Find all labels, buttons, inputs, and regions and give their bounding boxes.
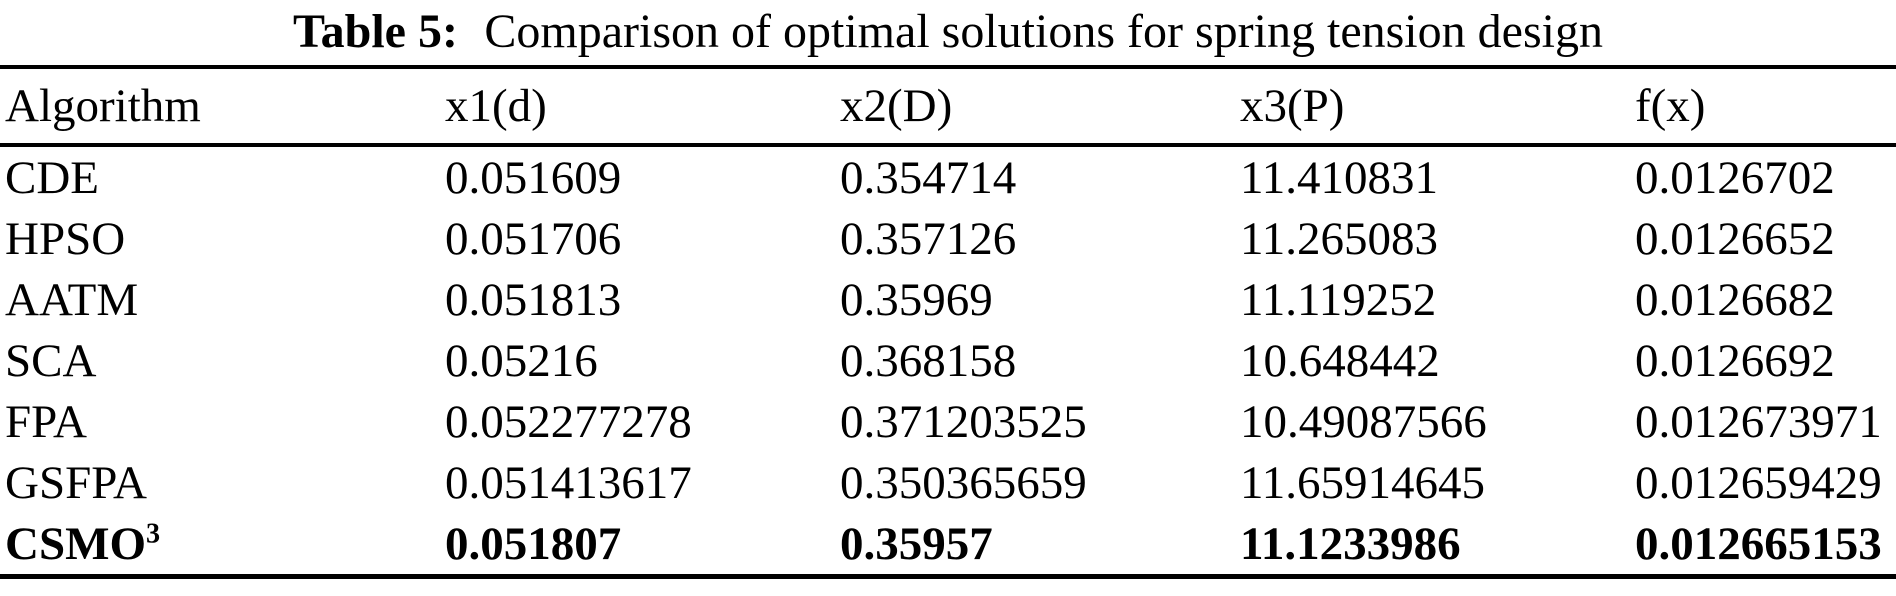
- fx-value-cell: 0.0126702: [1635, 151, 1835, 204]
- algorithm-cell: CSMO3: [5, 517, 161, 570]
- table-caption-text: Comparison of optimal solutions for spri…: [484, 5, 1603, 58]
- x2-value-cell: 0.368158: [840, 334, 1017, 387]
- x2-value-cell: 0.35969: [840, 273, 993, 326]
- column-header-x1d: x1(d): [445, 67, 840, 147]
- x2-value-cell: 0.350365659: [840, 456, 1087, 509]
- fx-value-cell: 0.012673971: [1635, 395, 1882, 448]
- algorithm-cell: HPSO: [5, 212, 126, 265]
- x1-value-cell: 0.051706: [445, 212, 622, 265]
- x3-value-cell: 11.265083: [1240, 212, 1439, 265]
- table-row: SCA 0.05216 0.368158 10.648442 0.0126692: [0, 330, 1896, 391]
- fx-value-cell: 0.0126682: [1635, 273, 1835, 326]
- table-caption: Table 5: Comparison of optimal solutions …: [0, 0, 1896, 65]
- fx-value-cell: 0.0126652: [1635, 212, 1835, 265]
- algorithm-cell: AATM: [5, 273, 139, 326]
- x2-value-cell: 0.35957: [840, 517, 993, 570]
- column-header-fx: f(x): [1635, 67, 1896, 147]
- x1-value-cell: 0.05216: [445, 334, 598, 387]
- table-row: AATM 0.051813 0.35969 11.119252 0.0126682: [0, 269, 1896, 330]
- x3-value-cell: 10.648442: [1240, 334, 1440, 387]
- table-row: FPA 0.052277278 0.371203525 10.49087566 0.01…: [0, 391, 1896, 452]
- x1-value-cell: 0.051813: [445, 273, 622, 326]
- x1-value-cell: 0.051807: [445, 517, 622, 570]
- x2-value-cell: 0.357126: [840, 212, 1017, 265]
- algorithm-cell: CDE: [5, 151, 99, 204]
- x3-value-cell: 11.1233986: [1240, 517, 1461, 570]
- x1-value-cell: 0.051609: [445, 151, 622, 204]
- table-header: Algorithm x1(d) x2(D) x3(P) f(x): [0, 67, 1896, 147]
- results-table: Algorithm x1(d) x2(D) x3(P) f(x) CDE 0.051609…: [0, 65, 1896, 579]
- header-row: Algorithm x1(d) x2(D) x3(P) f(x): [0, 67, 1896, 147]
- table-caption-label: Table 5:: [293, 5, 458, 58]
- table-row: CDE 0.051609 0.354714 11.410831 0.0126702: [0, 145, 1896, 208]
- x1-value-cell: 0.052277278: [445, 395, 692, 448]
- column-header-x2d: x2(D): [840, 67, 1240, 147]
- column-header-x3p: x3(P): [1240, 67, 1635, 147]
- x3-value-cell: 10.49087566: [1240, 395, 1487, 448]
- table-row: HPSO 0.051706 0.357126 11.265083 0.0126652: [0, 208, 1896, 269]
- algorithm-cell: GSFPA: [5, 456, 147, 509]
- table-body: CDE 0.051609 0.354714 11.410831 0.0126702 HPS…: [0, 145, 1896, 577]
- table-row: GSFPA 0.051413617 0.350365659 11.65914645 0.…: [0, 452, 1896, 513]
- algorithm-superscript: 3: [146, 517, 161, 549]
- x2-value-cell: 0.354714: [840, 151, 1017, 204]
- table-row: CSMO3 0.051807 0.35957 11.1233986 0.01266515…: [0, 513, 1896, 577]
- fx-value-cell: 0.012659429: [1635, 456, 1882, 509]
- fx-value-cell: 0.012665153: [1635, 517, 1882, 570]
- algorithm-cell: SCA: [5, 334, 97, 387]
- x3-value-cell: 11.65914645: [1240, 456, 1486, 509]
- x1-value-cell: 0.051413617: [445, 456, 692, 509]
- column-header-algorithm: Algorithm: [0, 67, 445, 147]
- x2-value-cell: 0.371203525: [840, 395, 1087, 448]
- fx-value-cell: 0.0126692: [1635, 334, 1835, 387]
- x3-value-cell: 11.119252: [1240, 273, 1437, 326]
- algorithm-cell: FPA: [5, 395, 87, 448]
- x3-value-cell: 11.410831: [1240, 151, 1439, 204]
